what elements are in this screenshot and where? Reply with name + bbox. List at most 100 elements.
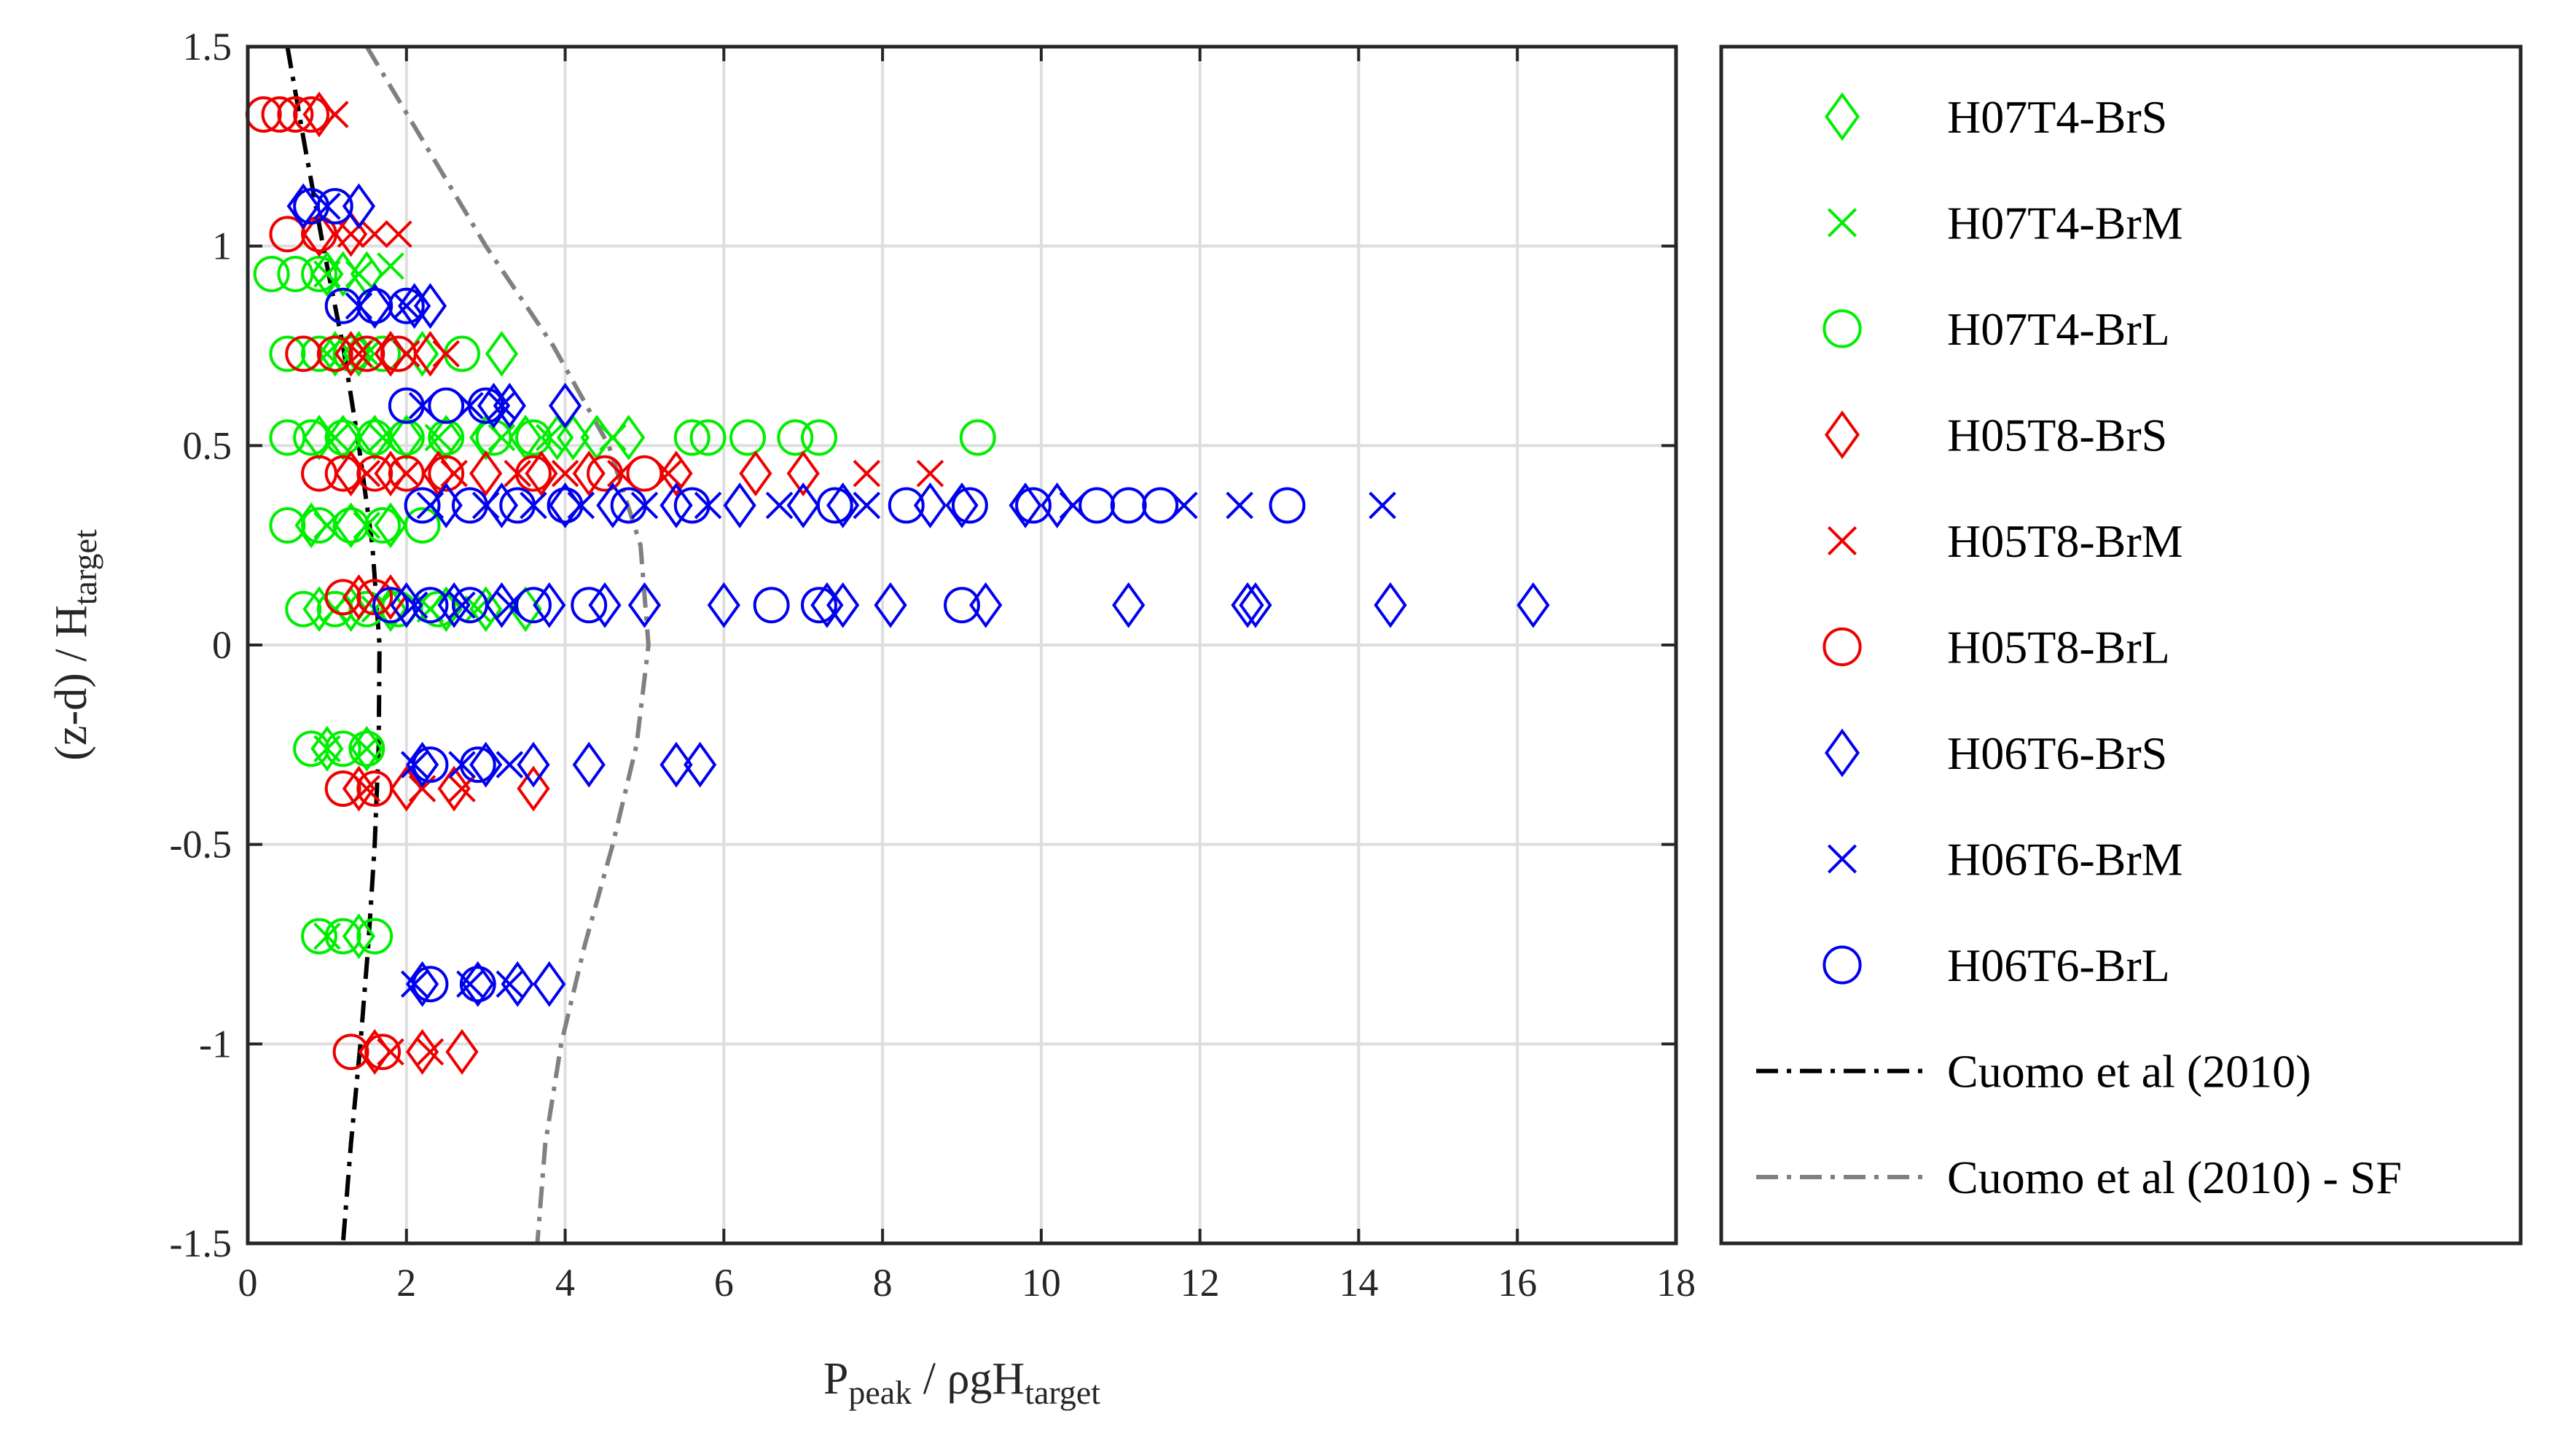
data-point bbox=[469, 586, 503, 633]
data-point bbox=[310, 725, 344, 772]
data-point bbox=[334, 211, 368, 257]
x-tick-label: 16 bbox=[1498, 1261, 1537, 1305]
data-point bbox=[324, 455, 361, 492]
x-tick-label: 2 bbox=[396, 1261, 416, 1305]
data-point bbox=[356, 770, 394, 808]
x-tick-label: 6 bbox=[714, 1261, 734, 1305]
data-point bbox=[277, 96, 314, 133]
data-point bbox=[388, 287, 425, 324]
data-point bbox=[313, 260, 341, 288]
data-point bbox=[377, 1038, 404, 1066]
data-point bbox=[610, 487, 647, 524]
x-tick-label: 0 bbox=[238, 1261, 258, 1305]
data-point bbox=[416, 595, 445, 623]
series-h07t4-brl bbox=[253, 256, 996, 955]
data-point bbox=[324, 287, 361, 324]
data-point bbox=[393, 459, 420, 488]
data-point bbox=[285, 335, 322, 372]
data-point bbox=[412, 746, 449, 783]
data-point bbox=[404, 487, 441, 524]
data-point bbox=[301, 918, 337, 955]
data-point bbox=[517, 741, 550, 788]
data-point bbox=[377, 252, 404, 280]
y-tick-label: -1 bbox=[199, 1022, 232, 1066]
data-point bbox=[348, 730, 385, 767]
data-point bbox=[572, 741, 606, 788]
legend-symbol bbox=[1823, 945, 1862, 985]
data-point bbox=[416, 1038, 445, 1066]
data-point bbox=[673, 419, 710, 456]
data-point bbox=[888, 487, 925, 524]
data-point bbox=[456, 970, 484, 998]
data-point bbox=[853, 491, 881, 520]
data-point bbox=[659, 741, 693, 788]
data-point bbox=[1516, 582, 1550, 628]
data-point bbox=[310, 251, 344, 297]
data-point bbox=[469, 450, 503, 497]
data-point bbox=[587, 455, 623, 492]
data-point bbox=[393, 292, 420, 320]
data-point bbox=[293, 730, 330, 767]
data-point bbox=[345, 260, 373, 288]
data-point bbox=[515, 419, 552, 456]
data-point bbox=[374, 502, 407, 549]
data-point bbox=[356, 287, 394, 324]
data-point bbox=[269, 216, 306, 253]
data-point bbox=[477, 383, 511, 429]
data-point bbox=[432, 340, 460, 368]
data-point bbox=[324, 730, 361, 767]
data-point bbox=[332, 335, 369, 372]
data-point bbox=[405, 961, 439, 1007]
data-point bbox=[1110, 487, 1147, 524]
data-point bbox=[765, 491, 794, 520]
data-point bbox=[404, 507, 441, 544]
data-point bbox=[945, 482, 979, 528]
data-point bbox=[801, 587, 837, 624]
x-tick-label: 4 bbox=[555, 1261, 575, 1305]
data-point bbox=[388, 455, 425, 492]
data-point bbox=[1015, 487, 1052, 524]
data-point bbox=[261, 96, 298, 133]
data-point bbox=[332, 1033, 369, 1071]
data-point bbox=[707, 582, 740, 628]
data-point bbox=[786, 450, 820, 497]
data-point bbox=[324, 419, 361, 456]
data-point bbox=[874, 582, 907, 628]
data-point bbox=[428, 387, 465, 424]
data-point bbox=[533, 582, 566, 628]
legend-symbol bbox=[1824, 728, 1860, 778]
data-point bbox=[499, 487, 536, 524]
data-point bbox=[459, 966, 496, 1003]
data-point bbox=[277, 256, 314, 292]
legend-label: H07T4-BrL bbox=[1947, 303, 2170, 355]
data-point bbox=[501, 961, 534, 1007]
legend-label: H05T8-BrL bbox=[1947, 622, 2170, 673]
x-axis-label: Ppeak / ρgHtarget bbox=[823, 1354, 1100, 1411]
data-point bbox=[361, 220, 388, 249]
data-point bbox=[801, 419, 837, 456]
data-point bbox=[348, 335, 385, 372]
data-point bbox=[342, 574, 376, 620]
data-point bbox=[416, 491, 445, 520]
data-point bbox=[269, 507, 306, 544]
data-point bbox=[342, 765, 376, 812]
legend-label: H07T4-BrM bbox=[1947, 198, 2183, 249]
data-point bbox=[440, 459, 468, 488]
data-point bbox=[293, 187, 330, 224]
legend-symbol bbox=[1824, 92, 1860, 141]
x-ticks: 0 2 4 6 8 10 12 14 16 18 bbox=[238, 47, 1696, 1305]
data-point bbox=[525, 450, 558, 497]
data-point bbox=[485, 331, 519, 377]
data-point bbox=[1269, 487, 1306, 524]
y-tick-label: 1.5 bbox=[183, 25, 232, 69]
y-tick-label: -1.5 bbox=[170, 1222, 232, 1265]
data-point bbox=[469, 741, 503, 788]
data-point bbox=[301, 507, 337, 544]
legend-label: Cuomo et al (2010) bbox=[1947, 1046, 2311, 1098]
data-point bbox=[342, 913, 376, 959]
data-point bbox=[485, 582, 519, 628]
data-point bbox=[364, 507, 402, 544]
legend-label: H07T4-BrS bbox=[1947, 91, 2167, 143]
data-point bbox=[488, 423, 516, 452]
